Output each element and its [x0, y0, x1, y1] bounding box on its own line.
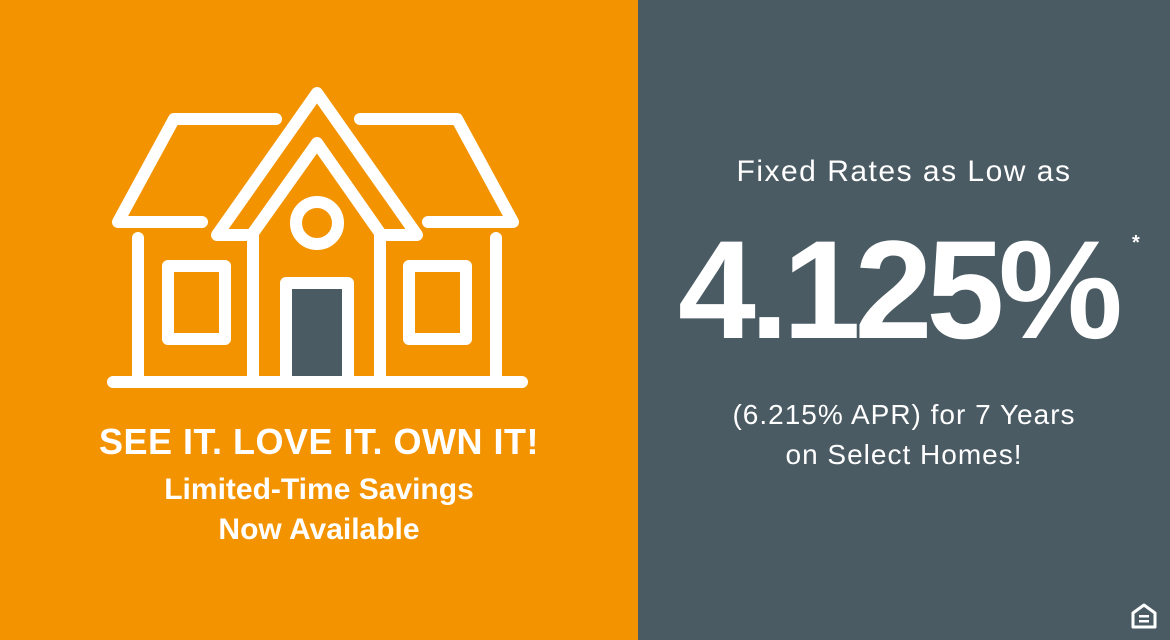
apr-details: (6.215% APR) for 7 Years on Select Homes…	[638, 395, 1170, 475]
detail-line: on Select Homes!	[785, 439, 1023, 470]
subline-1: Limited-Time Savings	[164, 473, 474, 506]
apr-line: (6.215% APR) for 7 Years	[732, 399, 1076, 430]
right-panel	[638, 0, 1170, 640]
equal-housing-opportunity-icon	[1131, 603, 1157, 629]
rate-asterisk: *	[1132, 232, 1140, 254]
subline: Limited-Time Savings Now Available	[0, 470, 638, 550]
headline: SEE IT. LOVE IT. OWN IT!	[98, 421, 540, 462]
left-panel: SEE IT. LOVE IT. OWN IT! Limited-Time Sa…	[0, 0, 638, 640]
rate-intro: Fixed Rates as Low as	[736, 155, 1072, 188]
rate-value: 4.125%	[678, 211, 1123, 368]
subline-2: Now Available	[218, 513, 420, 546]
house-outline-icon	[107, 87, 528, 388]
